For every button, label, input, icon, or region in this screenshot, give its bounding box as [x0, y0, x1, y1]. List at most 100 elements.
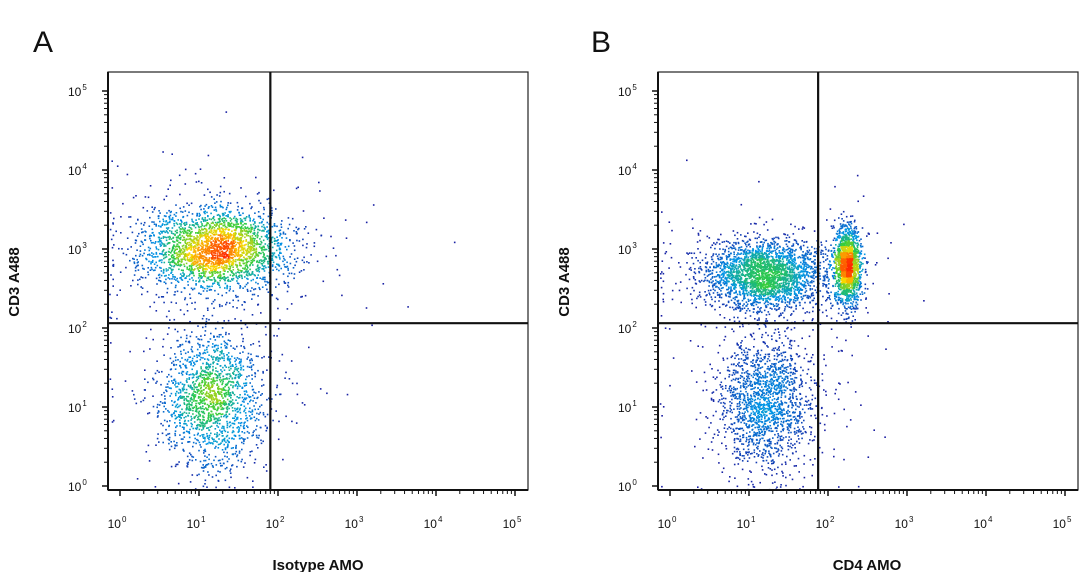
- event-dot: [675, 282, 677, 285]
- event-dot: [196, 400, 198, 402]
- event-dot: [204, 249, 207, 251]
- event-dot: [267, 263, 269, 265]
- event-dot: [175, 204, 177, 206]
- event-dot: [256, 412, 258, 415]
- event-dot: [258, 243, 260, 246]
- event-dot: [157, 248, 160, 251]
- event-dot: [266, 255, 269, 257]
- event-dot: [232, 447, 234, 449]
- event-dot: [239, 374, 241, 376]
- event-dot: [295, 260, 298, 263]
- event-dot: [168, 274, 170, 276]
- event-dot: [184, 419, 186, 422]
- event-dot: [665, 251, 668, 253]
- event-dot: [190, 415, 192, 418]
- event-dot: [198, 265, 201, 268]
- event-dot: [222, 353, 225, 355]
- event-dot: [224, 401, 227, 403]
- event-dot: [197, 250, 199, 252]
- event-dot: [285, 266, 287, 268]
- event-dot: [247, 274, 249, 277]
- event-dot: [195, 284, 197, 286]
- event-dot: [227, 359, 229, 361]
- event-dot: [239, 360, 241, 363]
- event-dot: [175, 364, 178, 366]
- event-dot: [181, 396, 183, 398]
- event-dot: [210, 355, 213, 357]
- event-dot: [271, 259, 273, 261]
- event-dot: [165, 236, 168, 239]
- event-dot: [184, 168, 187, 171]
- event-dot: [248, 415, 251, 417]
- event-dot: [295, 231, 298, 233]
- event-dot: [253, 416, 256, 418]
- event-dot: [231, 399, 234, 401]
- event-dot: [187, 400, 190, 402]
- event-dot: [212, 283, 214, 285]
- event-dot: [313, 242, 316, 244]
- event-dot: [194, 363, 196, 366]
- event-dot: [187, 238, 189, 241]
- event-dot: [203, 274, 205, 276]
- event-dot: [176, 223, 179, 226]
- event-dot: [150, 239, 152, 242]
- event-dot: [168, 411, 170, 413]
- event-dot: [257, 419, 260, 421]
- event-dot: [191, 213, 194, 215]
- event-dot: [193, 238, 195, 241]
- event-dot: [190, 269, 192, 271]
- event-dot: [141, 241, 144, 244]
- event-dot: [188, 211, 190, 214]
- event-dot: [126, 237, 129, 239]
- event-dot: [202, 345, 205, 347]
- event-dot: [190, 425, 193, 428]
- event-dot: [216, 253, 219, 255]
- event-dot: [248, 260, 250, 263]
- event-dot: [217, 360, 220, 362]
- event-dot: [168, 387, 171, 389]
- event-dot: [293, 277, 295, 280]
- event-dot: [282, 260, 284, 263]
- event-dot: [212, 416, 215, 418]
- event-dot: [271, 257, 274, 260]
- event-dot: [215, 396, 217, 398]
- event-dot: [215, 201, 218, 203]
- event-dot: [252, 278, 254, 281]
- event-dot: [194, 395, 197, 398]
- event-dot: [195, 380, 197, 382]
- event-dot: [217, 344, 219, 347]
- event-dot: [140, 286, 142, 288]
- event-dot: [346, 393, 349, 396]
- event-dot: [199, 236, 201, 239]
- event-dot: [289, 239, 291, 241]
- event-dot: [239, 352, 241, 354]
- event-dot: [212, 422, 215, 424]
- event-dot: [184, 253, 187, 255]
- event-dot: [240, 255, 242, 257]
- event-dot: [245, 216, 248, 218]
- event-dot: [252, 264, 254, 266]
- event-dot: [174, 465, 177, 468]
- event-dot: [229, 257, 232, 259]
- event-dot: [214, 289, 216, 292]
- event-dot: [188, 278, 191, 281]
- event-dot: [277, 242, 280, 244]
- event-dot: [204, 334, 206, 336]
- event-dot: [202, 435, 204, 438]
- event-dot: [207, 266, 210, 269]
- event-dot: [779, 312, 782, 315]
- event-dot: [722, 357, 724, 360]
- event-dot: [156, 406, 158, 409]
- event-dot: [237, 383, 240, 386]
- event-dot: [240, 234, 242, 236]
- event-dot: [173, 440, 175, 443]
- event-dot: [213, 349, 215, 352]
- event-dot: [206, 366, 209, 368]
- event-dot: [112, 259, 114, 262]
- event-dot: [224, 447, 227, 449]
- event-dot: [712, 391, 715, 393]
- event-dot: [195, 408, 198, 410]
- event-dot: [266, 280, 268, 283]
- event-dot: [158, 276, 161, 279]
- event-dot: [779, 486, 782, 488]
